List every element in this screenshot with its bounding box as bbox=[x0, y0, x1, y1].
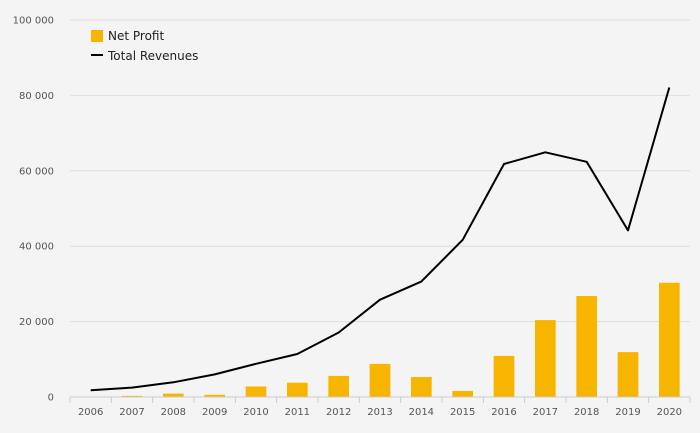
net-profit-bar bbox=[617, 352, 639, 397]
legend-swatch-net-profit bbox=[91, 30, 103, 42]
x-tick-label: 2012 bbox=[326, 407, 351, 418]
net-profit-bar bbox=[411, 377, 432, 397]
y-tick-label: 100 000 bbox=[13, 16, 54, 27]
y-tick-label: 20 000 bbox=[19, 317, 54, 328]
y-tick-label: 0 bbox=[48, 393, 54, 404]
x-tick-label: 2014 bbox=[409, 407, 434, 418]
net-profit-bar bbox=[245, 386, 267, 397]
y-tick-label: 60 000 bbox=[19, 166, 54, 177]
net-profit-bar bbox=[287, 382, 308, 397]
x-tick-label: 2018 bbox=[574, 407, 599, 418]
total-revenues-line bbox=[90, 87, 671, 392]
net-profit-bar bbox=[452, 390, 473, 397]
legend-label-total-revenues: Total Revenues bbox=[107, 49, 198, 63]
net-profit-bar bbox=[576, 295, 597, 397]
net-profit-bar bbox=[163, 393, 184, 397]
x-tick-label: 2013 bbox=[367, 407, 392, 418]
total-revenues-line-group bbox=[90, 87, 671, 392]
y-axis: 0 20 000 40 000 60 000 80 000 100 000 bbox=[13, 16, 54, 404]
net-profit-bar bbox=[328, 375, 349, 397]
legend: Net Profit Total Revenues bbox=[91, 29, 198, 63]
x-axis: 2006 2007 2008 2009 2010 2011 2012 2013 2014 2015… bbox=[69, 396, 691, 418]
y-tick-label: 40 000 bbox=[19, 242, 54, 253]
x-tick-label: 2019 bbox=[615, 407, 640, 418]
net-profit-bar bbox=[493, 355, 515, 397]
x-tick-label: 2007 bbox=[119, 407, 144, 418]
x-tick-label: 2008 bbox=[161, 407, 186, 418]
net-profit-bar bbox=[369, 363, 391, 397]
y-tick-label: 80 000 bbox=[19, 91, 54, 102]
x-tick-label: 2016 bbox=[491, 407, 516, 418]
grid-lines bbox=[70, 19, 690, 323]
x-tick-label: 2010 bbox=[243, 407, 268, 418]
net-profit-bar bbox=[535, 320, 556, 397]
x-tick-label: 2006 bbox=[78, 407, 103, 418]
net-profit-bar bbox=[204, 394, 225, 397]
net-profit-bars bbox=[121, 282, 680, 397]
x-tick-label: 2011 bbox=[285, 407, 310, 418]
net-profit-bar bbox=[659, 282, 680, 397]
x-tick-label: 2017 bbox=[533, 407, 558, 418]
x-tick-label: 2020 bbox=[657, 407, 682, 418]
net-profit-bar bbox=[121, 395, 143, 397]
x-tick-label: 2015 bbox=[450, 407, 475, 418]
x-tick-label: 2009 bbox=[202, 407, 227, 418]
legend-label-net-profit: Net Profit bbox=[108, 29, 164, 43]
